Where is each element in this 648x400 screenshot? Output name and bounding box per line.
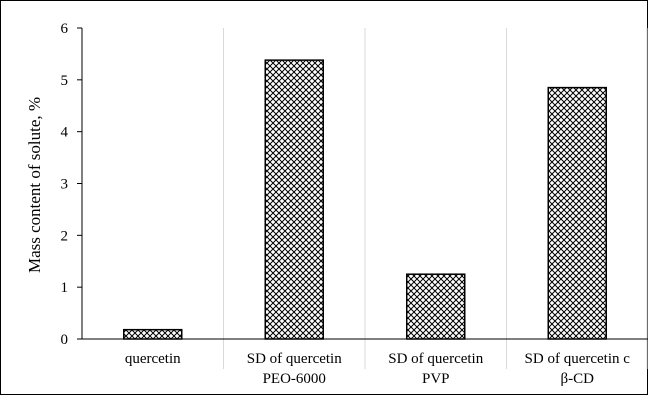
bar (407, 274, 465, 339)
x-tick-label: SD of quercetin (388, 351, 483, 367)
bar (124, 330, 182, 339)
bar (548, 88, 606, 339)
bar (265, 60, 323, 339)
y-tick-label: 0 (61, 332, 69, 348)
y-tick-label: 1 (61, 280, 69, 296)
y-tick-label: 4 (61, 125, 69, 141)
y-axis-label: Mass content of solute, % (25, 97, 44, 273)
y-tick-label: 3 (61, 177, 69, 193)
x-tick-label: PVP (422, 371, 450, 387)
x-tick-label: SD of quercetin (247, 351, 342, 367)
x-tick-label: SD of quercetin c (525, 351, 631, 367)
y-tick-label: 2 (61, 228, 69, 244)
x-tick-label: β-CD (561, 371, 595, 387)
y-tick-label: 6 (61, 21, 69, 37)
y-tick-label: 5 (61, 73, 69, 89)
x-tick-label: PEO-6000 (263, 371, 326, 387)
x-tick-label: quercetin (125, 351, 181, 367)
